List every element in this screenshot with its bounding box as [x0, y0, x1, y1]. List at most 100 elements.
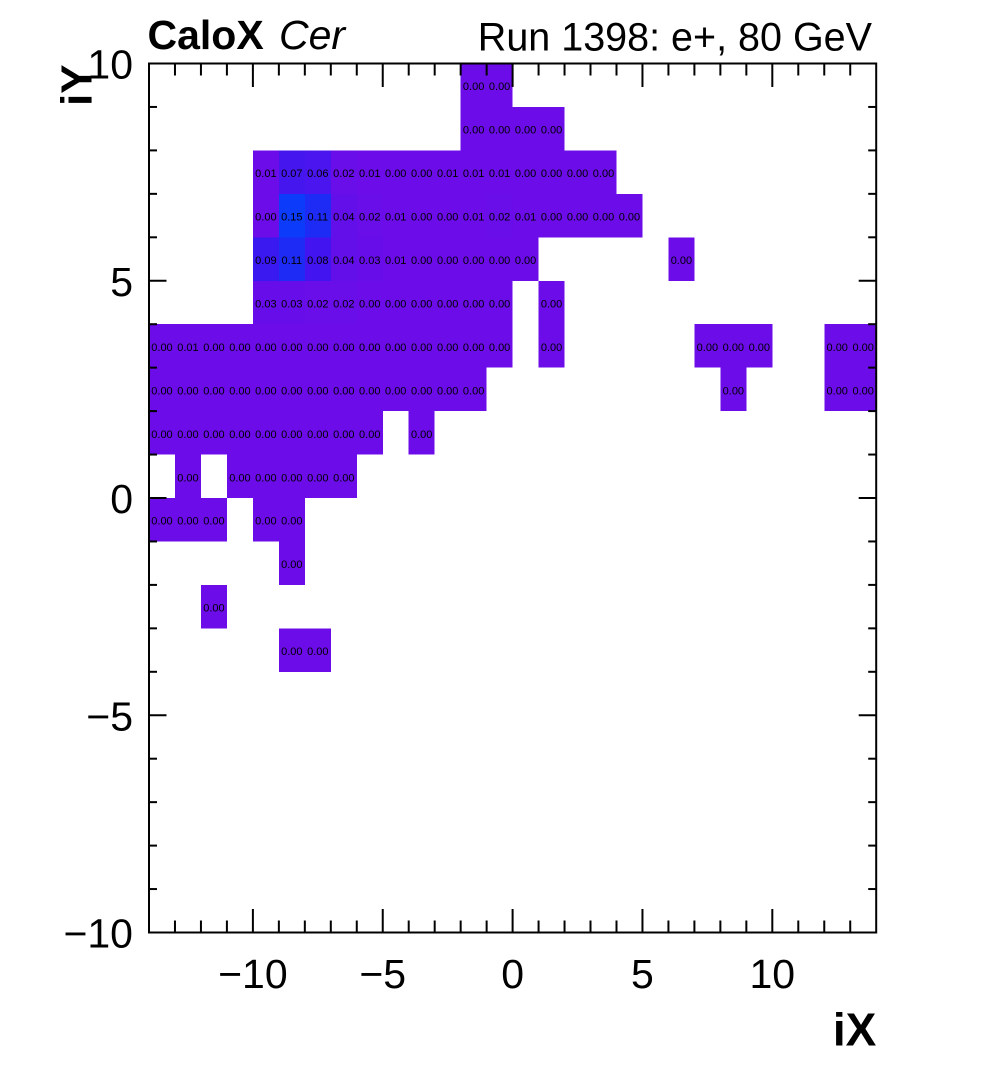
- svg-text:0.00: 0.00: [307, 342, 328, 354]
- svg-text:0.04: 0.04: [333, 255, 354, 267]
- svg-text:0.00: 0.00: [723, 385, 744, 397]
- svg-text:0.00: 0.00: [541, 298, 562, 310]
- svg-text:−10: −10: [63, 911, 133, 957]
- svg-text:0.00: 0.00: [229, 472, 250, 484]
- svg-text:0.00: 0.00: [359, 429, 380, 441]
- svg-text:0.00: 0.00: [852, 342, 873, 354]
- svg-text:0.00: 0.00: [203, 342, 224, 354]
- svg-text:0.00: 0.00: [255, 472, 276, 484]
- svg-text:0.02: 0.02: [489, 212, 510, 224]
- svg-text:0.01: 0.01: [463, 168, 484, 180]
- svg-text:0.00: 0.00: [852, 385, 873, 397]
- svg-text:0.00: 0.00: [177, 472, 198, 484]
- svg-text:0.02: 0.02: [359, 212, 380, 224]
- svg-text:0.00: 0.00: [411, 429, 432, 441]
- svg-text:0.00: 0.00: [541, 212, 562, 224]
- svg-text:0.01: 0.01: [489, 168, 510, 180]
- svg-text:0.04: 0.04: [333, 212, 354, 224]
- svg-text:0.06: 0.06: [307, 168, 328, 180]
- svg-text:0.00: 0.00: [489, 255, 510, 267]
- svg-text:0.00: 0.00: [359, 298, 380, 310]
- svg-text:0.00: 0.00: [463, 342, 484, 354]
- svg-text:0.03: 0.03: [359, 255, 380, 267]
- svg-text:0.00: 0.00: [437, 342, 458, 354]
- svg-text:0.00: 0.00: [151, 342, 172, 354]
- svg-text:−5: −5: [359, 951, 406, 997]
- svg-text:0.01: 0.01: [177, 342, 198, 354]
- svg-text:0.00: 0.00: [359, 385, 380, 397]
- svg-text:10: 10: [87, 42, 133, 88]
- svg-text:0.00: 0.00: [463, 385, 484, 397]
- svg-text:0: 0: [110, 476, 133, 522]
- svg-text:0.00: 0.00: [671, 255, 692, 267]
- svg-text:0.00: 0.00: [437, 212, 458, 224]
- svg-text:0.00: 0.00: [385, 168, 406, 180]
- svg-text:10: 10: [750, 951, 796, 997]
- svg-text:0.00: 0.00: [827, 385, 848, 397]
- svg-text:0.00: 0.00: [151, 429, 172, 441]
- svg-text:0.00: 0.00: [749, 342, 770, 354]
- svg-text:0.00: 0.00: [593, 212, 614, 224]
- svg-text:0.01: 0.01: [385, 255, 406, 267]
- svg-text:0.01: 0.01: [437, 168, 458, 180]
- svg-text:0.00: 0.00: [411, 255, 432, 267]
- svg-text:0.00: 0.00: [255, 212, 276, 224]
- svg-text:0.00: 0.00: [255, 429, 276, 441]
- svg-text:0.00: 0.00: [333, 342, 354, 354]
- svg-text:0.00: 0.00: [411, 385, 432, 397]
- svg-text:0.01: 0.01: [359, 168, 380, 180]
- svg-text:0.00: 0.00: [307, 385, 328, 397]
- svg-text:0.00: 0.00: [307, 429, 328, 441]
- svg-text:0.00: 0.00: [255, 516, 276, 528]
- svg-text:0.00: 0.00: [411, 212, 432, 224]
- svg-text:0.00: 0.00: [203, 429, 224, 441]
- svg-text:0.00: 0.00: [515, 168, 536, 180]
- svg-text:0.00: 0.00: [463, 298, 484, 310]
- svg-text:0.00: 0.00: [411, 298, 432, 310]
- svg-text:0.01: 0.01: [463, 212, 484, 224]
- svg-text:0.00: 0.00: [333, 429, 354, 441]
- svg-text:0.00: 0.00: [489, 125, 510, 137]
- svg-text:5: 5: [631, 951, 654, 997]
- svg-text:Run 1398: e+, 80 GeV: Run 1398: e+, 80 GeV: [478, 16, 873, 60]
- svg-text:0.00: 0.00: [177, 516, 198, 528]
- svg-text:0.15: 0.15: [281, 212, 302, 224]
- svg-text:0.00: 0.00: [437, 298, 458, 310]
- svg-text:0.08: 0.08: [307, 255, 328, 267]
- svg-text:0.03: 0.03: [281, 298, 302, 310]
- svg-text:0: 0: [501, 951, 524, 997]
- svg-text:0.00: 0.00: [229, 429, 250, 441]
- svg-text:0.00: 0.00: [281, 472, 302, 484]
- svg-text:0.00: 0.00: [281, 559, 302, 571]
- svg-text:0.01: 0.01: [255, 168, 276, 180]
- svg-text:0.07: 0.07: [281, 168, 302, 180]
- svg-text:0.00: 0.00: [281, 342, 302, 354]
- svg-text:0.00: 0.00: [437, 255, 458, 267]
- svg-text:Cer: Cer: [279, 12, 347, 58]
- svg-text:0.00: 0.00: [281, 516, 302, 528]
- svg-text:0.00: 0.00: [333, 472, 354, 484]
- svg-text:0.00: 0.00: [827, 342, 848, 354]
- svg-text:CaloX: CaloX: [148, 12, 264, 58]
- svg-text:0.01: 0.01: [385, 212, 406, 224]
- svg-text:5: 5: [110, 259, 133, 305]
- svg-text:0.02: 0.02: [307, 298, 328, 310]
- svg-text:0.00: 0.00: [333, 385, 354, 397]
- svg-text:0.00: 0.00: [463, 81, 484, 93]
- svg-text:−10: −10: [218, 951, 288, 997]
- svg-text:0.03: 0.03: [255, 298, 276, 310]
- svg-text:0.00: 0.00: [463, 255, 484, 267]
- svg-text:0.00: 0.00: [541, 342, 562, 354]
- svg-text:0.00: 0.00: [437, 385, 458, 397]
- svg-text:0.00: 0.00: [229, 342, 250, 354]
- svg-text:0.00: 0.00: [385, 385, 406, 397]
- svg-text:0.00: 0.00: [281, 429, 302, 441]
- svg-text:iX: iX: [833, 1004, 877, 1056]
- svg-text:0.00: 0.00: [177, 385, 198, 397]
- svg-text:0.11: 0.11: [308, 212, 329, 224]
- svg-text:0.00: 0.00: [281, 385, 302, 397]
- svg-text:0.00: 0.00: [255, 385, 276, 397]
- svg-text:0.00: 0.00: [177, 429, 198, 441]
- svg-text:0.11: 0.11: [282, 255, 303, 267]
- svg-text:0.02: 0.02: [333, 168, 354, 180]
